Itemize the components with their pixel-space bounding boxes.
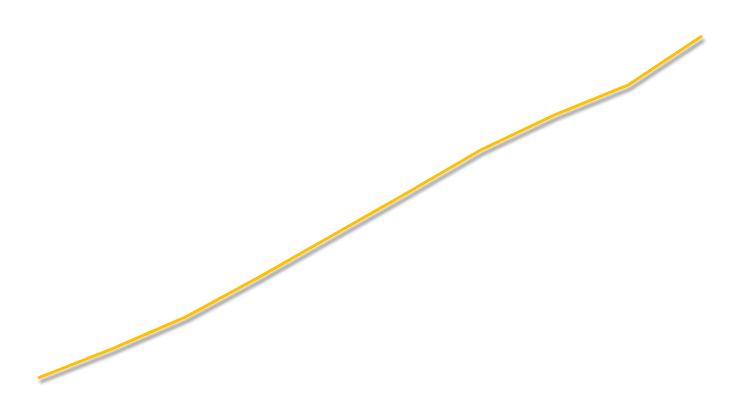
plot-area bbox=[37, 34, 703, 380]
series-line-1 bbox=[37, 34, 703, 380]
